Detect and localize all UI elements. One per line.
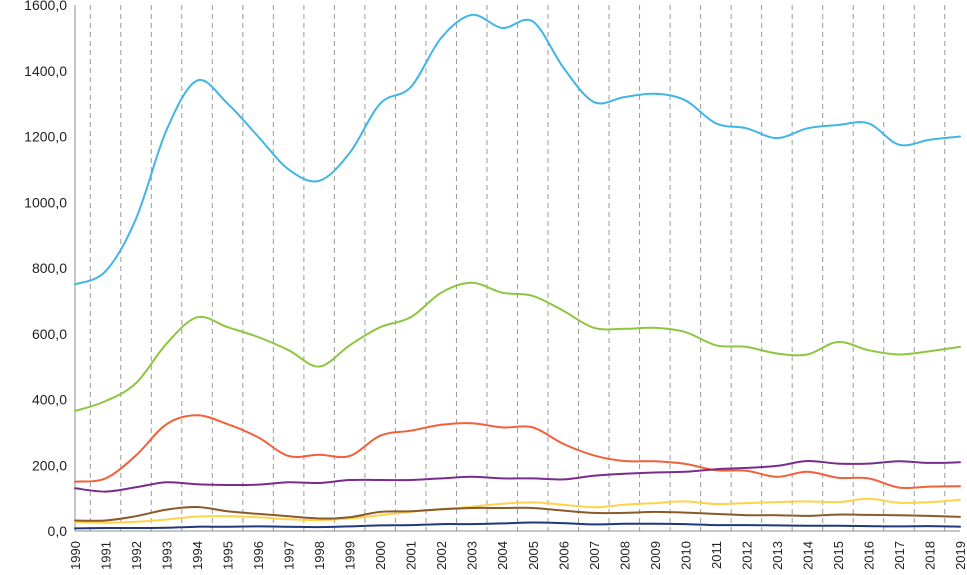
x-tick-label: 1990 (68, 541, 83, 570)
y-tick-label: 800,0 (32, 260, 67, 276)
x-tick-label: 2019 (953, 541, 967, 570)
vertical-gridlines (89, 5, 946, 531)
y-tick-label: 1000,0 (24, 194, 67, 210)
x-tick-label: 1993 (160, 541, 175, 570)
x-tick-label: 2005 (526, 541, 541, 570)
x-tick-label: 2013 (770, 541, 785, 570)
x-tick-label: 2014 (800, 541, 815, 570)
y-tick-label: 1600,0 (24, 0, 67, 13)
series-line-3 (74, 414, 961, 490)
y-tick-label: 200,0 (32, 457, 67, 473)
x-tick-label: 2007 (587, 541, 602, 570)
x-axis-tick-labels: 1990 1991 1992 1993 1994 1995 1996 1997 1998 1999… (68, 541, 967, 570)
x-tick-label: 2004 (495, 541, 510, 570)
x-tick-label: 2008 (617, 541, 632, 570)
series-line-1 (74, 13, 961, 286)
x-tick-label: 2018 (922, 541, 937, 570)
series-line-5 (74, 497, 961, 524)
series-line-7 (74, 521, 961, 530)
x-tick-label: 2002 (434, 541, 449, 570)
series-line-4 (74, 459, 961, 493)
x-tick-label: 2010 (678, 541, 693, 570)
x-tick-label: 1994 (190, 541, 205, 570)
x-tick-label: 1998 (312, 541, 327, 570)
x-tick-label: 2003 (465, 541, 480, 570)
x-tick-label: 1999 (343, 541, 358, 570)
x-tick-label: 2012 (739, 541, 754, 570)
x-tick-label: 2001 (404, 541, 419, 570)
x-tick-label: 1992 (129, 541, 144, 570)
x-tick-label: 1996 (251, 541, 266, 570)
x-tick-label: 2015 (831, 541, 846, 570)
series-line-2 (74, 281, 961, 412)
series-lines (74, 13, 961, 530)
x-tick-label: 1997 (282, 541, 297, 570)
x-tick-label: 1995 (221, 541, 236, 570)
y-tick-label: 1200,0 (24, 129, 67, 145)
x-tick-label: 2017 (892, 541, 907, 570)
y-tick-label: 1400,0 (24, 63, 67, 79)
x-tick-label: 1991 (99, 541, 114, 570)
axes (74, 5, 960, 532)
series-line-6 (74, 505, 961, 522)
x-tick-label: 2006 (556, 541, 571, 570)
x-tick-label: 2000 (373, 541, 388, 570)
y-tick-label: 600,0 (32, 326, 67, 342)
x-tick-label: 2011 (709, 541, 724, 569)
x-tick-label: 2009 (648, 541, 663, 570)
x-tick-label: 2016 (861, 541, 876, 570)
y-tick-label: 400,0 (32, 392, 67, 408)
y-axis-tick-labels: 0,0 200,0 400,0 600,0 800,0 1000,0 1200,0 1400,… (24, 0, 67, 539)
y-tick-label: 0,0 (48, 523, 68, 539)
